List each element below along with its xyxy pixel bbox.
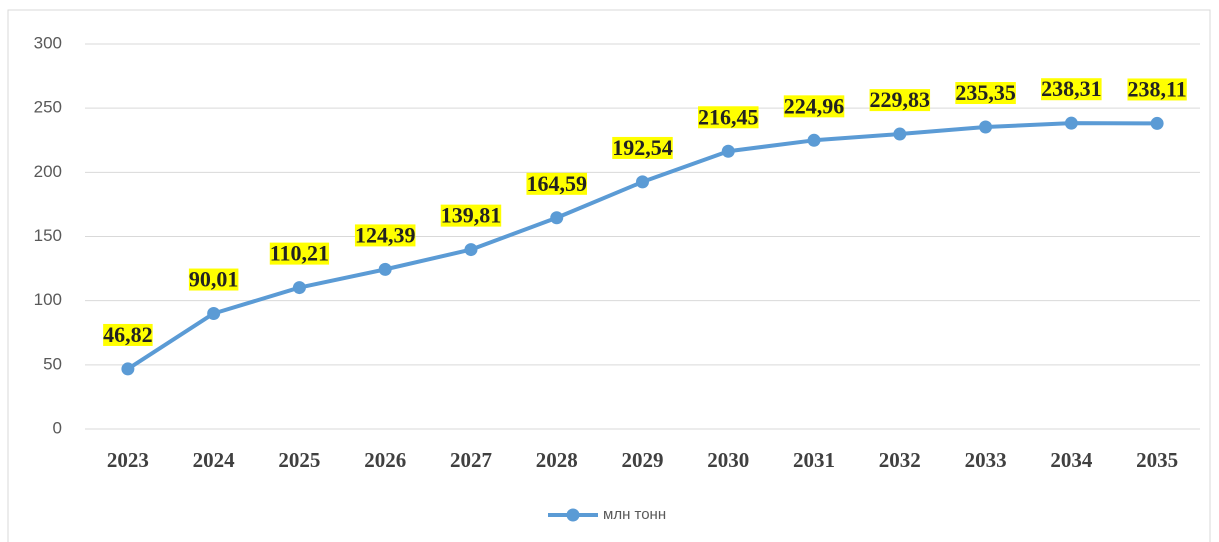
data-label-background bbox=[188, 268, 239, 291]
data-label: 124,39 bbox=[355, 222, 416, 247]
data-label-group: 46,82 bbox=[103, 322, 153, 347]
data-label: 224,96 bbox=[784, 93, 845, 118]
legend-marker bbox=[566, 508, 580, 522]
data-label-background bbox=[1041, 78, 1102, 101]
data-point bbox=[121, 362, 135, 376]
x-tick-label: 2034 bbox=[1050, 448, 1093, 472]
data-label-background bbox=[612, 136, 673, 159]
data-point bbox=[721, 144, 735, 158]
x-tick-label: 2024 bbox=[193, 448, 236, 472]
data-point bbox=[207, 306, 221, 320]
data-label: 110,21 bbox=[270, 241, 329, 266]
data-label-group: 229,83 bbox=[869, 87, 931, 112]
x-tick-label: 2028 bbox=[536, 448, 578, 472]
data-point bbox=[807, 133, 821, 147]
data-label-group: 238,31 bbox=[1041, 76, 1102, 101]
data-label-group: 124,39 bbox=[354, 222, 416, 247]
data-label-background bbox=[869, 89, 931, 112]
data-point bbox=[464, 243, 478, 257]
y-tick-label: 300 bbox=[34, 33, 62, 52]
data-label: 90,01 bbox=[189, 267, 239, 292]
data-label-group: 139,81 bbox=[440, 203, 502, 228]
data-label-group: 224,96 bbox=[783, 93, 845, 118]
data-point bbox=[979, 120, 993, 134]
x-tick-label: 2023 bbox=[107, 448, 149, 472]
x-tick-label: 2026 bbox=[364, 448, 406, 472]
data-label: 238,31 bbox=[1041, 76, 1102, 101]
y-tick-label: 200 bbox=[34, 162, 62, 181]
x-tick-label: 2030 bbox=[707, 448, 749, 472]
data-label: 216,45 bbox=[698, 104, 759, 129]
data-label-background bbox=[783, 95, 845, 118]
y-tick-label: 150 bbox=[34, 226, 62, 245]
data-point bbox=[636, 175, 649, 189]
data-label-background bbox=[526, 172, 587, 195]
legend-label: млн тонн bbox=[603, 506, 666, 523]
data-label-background bbox=[698, 106, 759, 129]
data-point bbox=[292, 281, 306, 295]
data-label-background bbox=[354, 224, 416, 247]
data-label: 238,11 bbox=[1127, 76, 1186, 101]
data-label-background bbox=[103, 323, 153, 346]
y-tick-label: 0 bbox=[53, 418, 62, 437]
data-label-group: 90,01 bbox=[188, 267, 239, 292]
data-label-background bbox=[955, 82, 1016, 105]
x-tick-label: 2035 bbox=[1136, 448, 1178, 472]
x-tick-label: 2031 bbox=[793, 448, 835, 472]
y-tick-label: 250 bbox=[34, 98, 62, 117]
data-label-group: 110,21 bbox=[269, 241, 330, 266]
data-label: 192,54 bbox=[612, 135, 673, 160]
data-point bbox=[1064, 116, 1078, 130]
data-label: 235,35 bbox=[955, 80, 1016, 105]
data-label-background bbox=[269, 242, 330, 265]
x-tick-label: 2029 bbox=[622, 448, 664, 472]
data-label-group: 238,11 bbox=[1127, 76, 1187, 101]
data-label-background bbox=[440, 204, 502, 227]
data-label-background bbox=[1127, 78, 1187, 101]
data-label: 229,83 bbox=[870, 87, 931, 112]
data-label-group: 192,54 bbox=[612, 135, 673, 160]
data-point bbox=[550, 211, 564, 225]
y-tick-label: 50 bbox=[43, 354, 62, 373]
data-label-group: 164,59 bbox=[526, 171, 587, 196]
x-tick-label: 2033 bbox=[965, 448, 1007, 472]
y-tick-label: 100 bbox=[34, 290, 62, 309]
data-label-group: 216,45 bbox=[698, 104, 759, 129]
x-tick-label: 2032 bbox=[879, 448, 921, 472]
x-tick-label: 2025 bbox=[278, 448, 320, 472]
data-point bbox=[1150, 116, 1164, 130]
data-label-group: 235,35 bbox=[955, 80, 1016, 105]
x-tick-label: 2027 bbox=[450, 448, 492, 472]
data-point bbox=[378, 262, 392, 276]
data-label: 46,82 bbox=[103, 322, 153, 347]
data-label: 164,59 bbox=[526, 171, 587, 196]
data-point bbox=[893, 127, 907, 141]
data-label: 139,81 bbox=[441, 203, 502, 228]
